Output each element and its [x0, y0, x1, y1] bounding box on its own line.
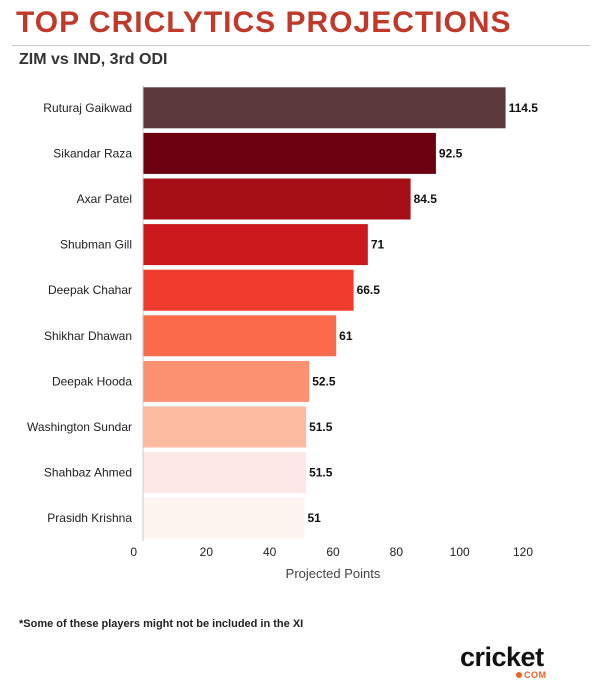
x-tick-label: 60	[326, 545, 340, 559]
category-label: Deepak Hooda	[52, 374, 132, 388]
x-tick-label: 120	[513, 545, 533, 559]
bar-washington-sundar	[143, 406, 307, 448]
value-label: 92.5	[439, 146, 463, 160]
title-divider	[12, 45, 590, 46]
x-tick-label: 100	[450, 545, 470, 559]
cricket-com-logo: cricket COM	[460, 642, 575, 682]
value-label: 51	[308, 511, 322, 525]
category-label: Shikhar Dhawan	[44, 329, 132, 343]
bar-shubman-gill	[143, 224, 368, 266]
footnote: *Some of these players might not be incl…	[19, 618, 304, 630]
value-label: 51.5	[309, 420, 333, 434]
bar-ruturaj-gaikwad	[143, 87, 506, 129]
bar-shahbaz-ahmed	[143, 452, 307, 494]
bar-deepak-hooda	[143, 360, 310, 402]
value-label: 66.5	[357, 283, 381, 297]
category-label: Shahbaz Ahmed	[44, 466, 132, 480]
chart-title: TOP CRICLYTICS PROJECTIONS	[16, 6, 512, 39]
value-label: 61	[339, 329, 353, 343]
value-label: 84.5	[414, 192, 438, 206]
value-label: 71	[371, 238, 385, 252]
value-label: 51.5	[309, 466, 333, 480]
logo-suffix: COM	[524, 670, 547, 680]
value-label: 52.5	[312, 374, 336, 388]
x-axis: 0 20 40 60 80 100 120 Projected Points	[130, 85, 533, 581]
logo-wordmark: cricket	[460, 642, 544, 672]
bar-sikandar-raza	[143, 132, 436, 174]
category-label: Axar Patel	[77, 192, 132, 206]
x-tick-label: 20	[200, 545, 214, 559]
x-tick-label: 80	[390, 545, 404, 559]
bars-layer: Ruturaj Gaikwad 114.5 Sikandar Raza 92.5 Axa…	[27, 87, 539, 539]
category-label: Sikandar Raza	[53, 146, 132, 160]
category-label: Prasidh Krishna	[47, 511, 132, 525]
bar-chart: Ruturaj Gaikwad 114.5 Sikandar Raza 92.5 Axa…	[27, 85, 539, 581]
x-tick-label: 40	[263, 545, 277, 559]
logo-dot	[516, 672, 522, 678]
bar-shikhar-dhawan	[143, 315, 337, 357]
x-axis-label: Projected Points	[286, 566, 381, 581]
chart-subtitle: ZIM vs IND, 3rd ODI	[19, 51, 168, 68]
category-label: Washington Sundar	[27, 420, 132, 434]
bar-prasidh-krishna	[143, 497, 305, 539]
x-tick-label: 0	[130, 545, 137, 559]
bar-axar-patel	[143, 178, 411, 220]
category-label: Deepak Chahar	[48, 283, 132, 297]
category-label: Ruturaj Gaikwad	[43, 101, 132, 115]
value-label: 114.5	[509, 101, 539, 115]
bar-deepak-chahar	[143, 269, 354, 311]
category-label: Shubman Gill	[60, 238, 132, 252]
